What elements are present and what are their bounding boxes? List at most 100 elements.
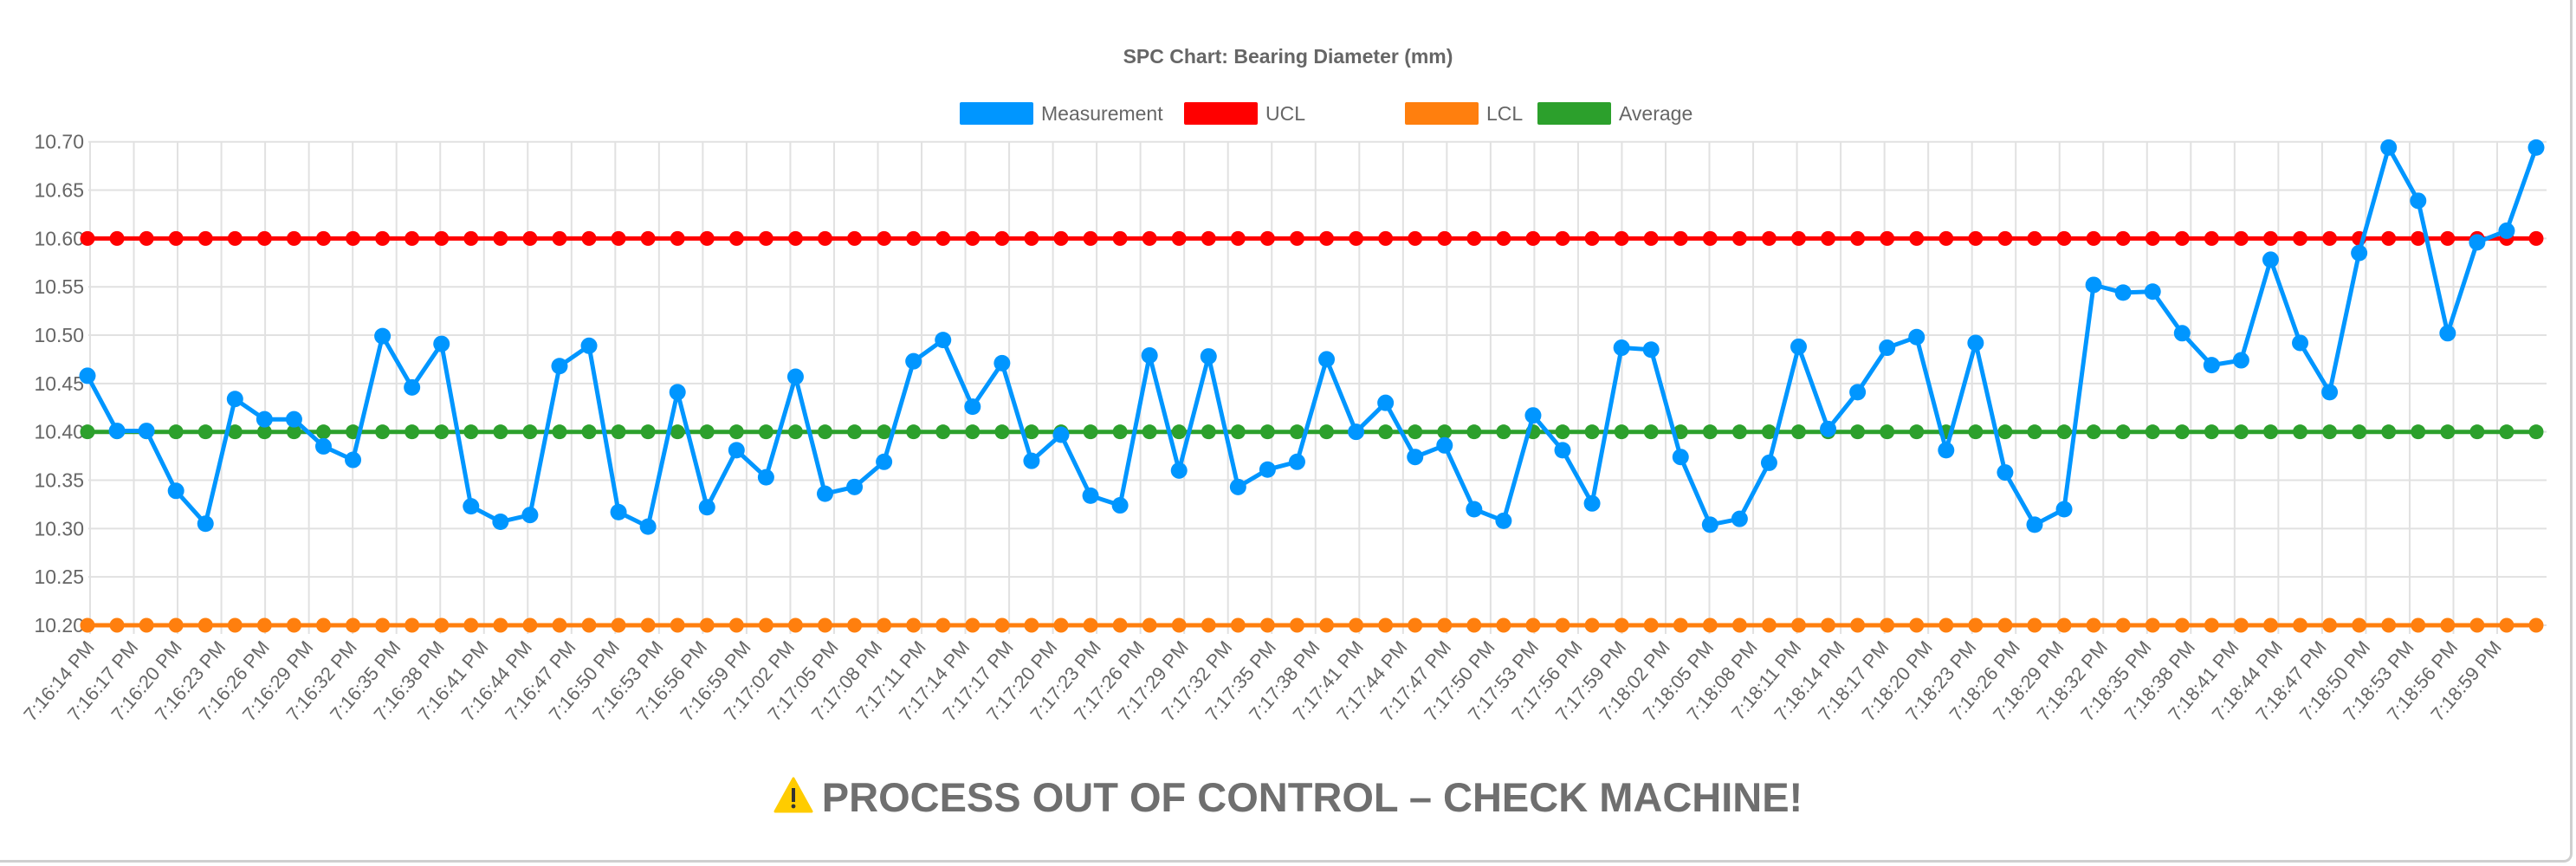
data-point[interactable] xyxy=(315,617,331,633)
data-point[interactable] xyxy=(1761,617,1777,633)
data-point[interactable] xyxy=(1289,424,1304,440)
data-point[interactable] xyxy=(314,437,332,455)
data-point[interactable] xyxy=(1259,461,1276,478)
data-point[interactable] xyxy=(167,482,184,500)
data-point[interactable] xyxy=(1997,230,2013,246)
data-point[interactable] xyxy=(2321,384,2339,401)
data-point[interactable] xyxy=(2027,424,2042,440)
data-point[interactable] xyxy=(1790,338,1807,355)
data-point[interactable] xyxy=(1555,424,1570,440)
data-point[interactable] xyxy=(493,617,508,633)
data-point[interactable] xyxy=(434,230,450,246)
data-point[interactable] xyxy=(2262,251,2279,268)
data-point[interactable] xyxy=(551,358,568,375)
data-point[interactable] xyxy=(434,424,450,440)
data-point[interactable] xyxy=(906,424,922,440)
data-point[interactable] xyxy=(1171,617,1187,633)
data-point[interactable] xyxy=(1760,454,1777,471)
data-point[interactable] xyxy=(935,230,951,246)
data-point[interactable] xyxy=(2144,283,2161,301)
data-point[interactable] xyxy=(1289,230,1304,246)
data-point[interactable] xyxy=(847,230,863,246)
data-point[interactable] xyxy=(1083,230,1098,246)
data-point[interactable] xyxy=(1908,328,1926,346)
data-point[interactable] xyxy=(1584,617,1600,633)
data-point[interactable] xyxy=(197,617,213,633)
data-point[interactable] xyxy=(1613,339,1630,357)
data-point[interactable] xyxy=(2233,424,2249,440)
data-point[interactable] xyxy=(757,469,774,486)
data-point[interactable] xyxy=(79,367,96,385)
data-point[interactable] xyxy=(1643,424,1659,440)
data-point[interactable] xyxy=(315,424,331,440)
data-point[interactable] xyxy=(639,518,657,535)
data-point[interactable] xyxy=(1997,464,2014,481)
data-point[interactable] xyxy=(1437,424,1453,440)
data-point[interactable] xyxy=(2292,334,2309,352)
data-point[interactable] xyxy=(405,424,420,440)
data-point[interactable] xyxy=(1436,436,1453,454)
data-point[interactable] xyxy=(2293,424,2308,440)
data-point[interactable] xyxy=(818,617,833,633)
data-point[interactable] xyxy=(994,230,1010,246)
data-point[interactable] xyxy=(2528,230,2544,246)
data-point[interactable] xyxy=(877,230,892,246)
data-point[interactable] xyxy=(1200,348,1217,365)
data-point[interactable] xyxy=(1024,617,1039,633)
data-point[interactable] xyxy=(168,230,184,246)
data-point[interactable] xyxy=(522,230,538,246)
data-point[interactable] xyxy=(818,424,833,440)
data-point[interactable] xyxy=(168,424,184,440)
data-point[interactable] xyxy=(580,337,598,354)
data-point[interactable] xyxy=(2145,230,2160,246)
data-point[interactable] xyxy=(405,617,420,633)
data-point[interactable] xyxy=(1997,617,2013,633)
data-point[interactable] xyxy=(138,423,155,440)
data-point[interactable] xyxy=(1112,617,1128,633)
data-point[interactable] xyxy=(2174,230,2190,246)
data-point[interactable] xyxy=(1643,617,1659,633)
data-point[interactable] xyxy=(935,424,951,440)
data-point[interactable] xyxy=(1909,424,1925,440)
data-point[interactable] xyxy=(168,617,184,633)
data-point[interactable] xyxy=(1201,617,1216,633)
data-point[interactable] xyxy=(1112,424,1128,440)
data-point[interactable] xyxy=(1229,478,1246,495)
data-point[interactable] xyxy=(1496,424,1511,440)
data-point[interactable] xyxy=(1938,617,1954,633)
data-point[interactable] xyxy=(1849,384,1867,401)
data-point[interactable] xyxy=(256,424,272,440)
data-point[interactable] xyxy=(1170,462,1188,479)
data-point[interactable] xyxy=(1554,442,1571,459)
data-point[interactable] xyxy=(2145,617,2160,633)
data-point[interactable] xyxy=(434,617,450,633)
data-point[interactable] xyxy=(581,424,597,440)
data-point[interactable] xyxy=(1614,230,1629,246)
data-point[interactable] xyxy=(2262,424,2278,440)
data-point[interactable] xyxy=(1407,449,1424,466)
data-point[interactable] xyxy=(906,230,922,246)
data-point[interactable] xyxy=(670,424,685,440)
data-point[interactable] xyxy=(1880,230,1895,246)
data-point[interactable] xyxy=(1702,424,1718,440)
data-point[interactable] xyxy=(2440,617,2456,633)
data-point[interactable] xyxy=(2322,424,2338,440)
data-point[interactable] xyxy=(1319,617,1335,633)
data-point[interactable] xyxy=(1880,617,1895,633)
data-point[interactable] xyxy=(906,617,922,633)
data-point[interactable] xyxy=(1083,424,1098,440)
data-point[interactable] xyxy=(1938,230,1954,246)
data-point[interactable] xyxy=(1171,230,1187,246)
data-point[interactable] xyxy=(286,230,301,246)
data-point[interactable] xyxy=(2174,617,2190,633)
data-point[interactable] xyxy=(2145,424,2160,440)
data-point[interactable] xyxy=(2380,139,2398,156)
data-point[interactable] xyxy=(611,424,626,440)
data-point[interactable] xyxy=(1761,424,1777,440)
data-point[interactable] xyxy=(493,424,508,440)
data-point[interactable] xyxy=(139,617,154,633)
data-point[interactable] xyxy=(1731,510,1748,527)
data-point[interactable] xyxy=(994,617,1010,633)
data-point[interactable] xyxy=(1525,230,1541,246)
data-point[interactable] xyxy=(80,617,95,633)
